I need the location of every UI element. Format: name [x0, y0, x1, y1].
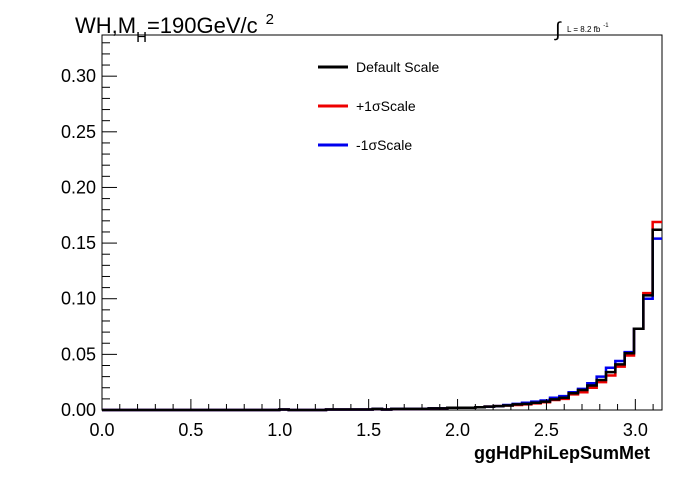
series-line-0: [102, 228, 662, 412]
x-tick-label: 1.0: [267, 420, 292, 440]
y-tick-label: 0.30: [61, 66, 96, 86]
plot-frame: [101, 34, 663, 411]
x-tick-label: 0.0: [89, 420, 114, 440]
chart-title-main: WH,M: [75, 13, 136, 38]
x-tick-label: 2.5: [534, 420, 559, 440]
svg-text:WH,MH=190GeV/c2: WH,MH=190GeV/c 2: [75, 11, 274, 46]
y-tick-label: 0.10: [61, 289, 96, 309]
y-tick-label: 0.20: [61, 177, 96, 197]
chart-title-rest: =190GeV/c: [147, 13, 258, 38]
lumi-integral-symbol: ∫: [554, 19, 562, 41]
chart-title-subscript: H: [136, 29, 147, 46]
legend-label-1: +1σScale: [356, 98, 416, 114]
x-axis-label: ggHdPhiLepSumMet: [474, 443, 650, 463]
y-tick-label: 0.15: [61, 233, 96, 253]
x-tick-label: 0.5: [178, 420, 203, 440]
x-tick-label: 2.0: [445, 420, 470, 440]
x-tick-label: 1.5: [356, 420, 381, 440]
y-tick-label: 0.05: [61, 344, 96, 364]
x-tick-label: 3.0: [623, 420, 648, 440]
legend-label-0: Default Scale: [356, 59, 439, 75]
y-tick-label: 0.25: [61, 122, 96, 142]
lumi-superscript: -1: [603, 23, 609, 29]
y-tick-label: 0.00: [61, 400, 96, 420]
series-line-1: [102, 220, 662, 412]
svg-text:L = 8.2 fb-1: L = 8.2 fb -1: [567, 23, 609, 34]
lumi-label: L = 8.2 fb: [567, 25, 601, 34]
chart-title-superscript: 2: [266, 11, 274, 28]
series-line-2: [102, 237, 662, 412]
legend-label-2: -1σScale: [356, 137, 412, 153]
